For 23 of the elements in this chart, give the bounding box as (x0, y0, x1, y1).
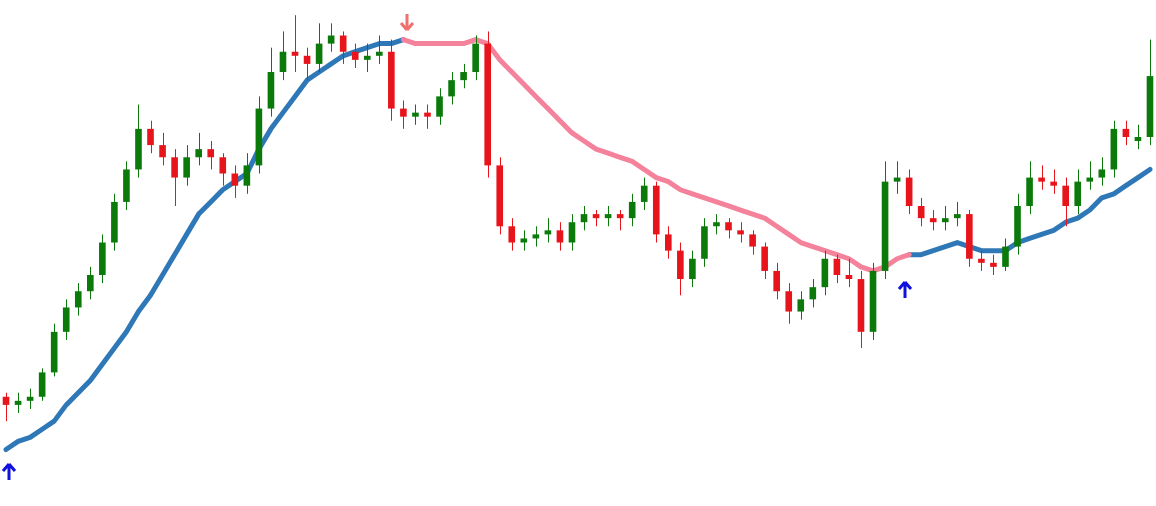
candlestick (797, 290, 805, 321)
candlestick (1002, 237, 1009, 272)
candlestick (1062, 177, 1069, 227)
candlestick (701, 217, 708, 268)
candlestick (171, 148, 178, 207)
candlestick (123, 160, 130, 211)
candlestick (966, 209, 973, 268)
candlestick (689, 250, 696, 288)
candlestick (436, 87, 443, 126)
candlestick (520, 229, 528, 252)
candlestick (773, 262, 780, 300)
candlestick (508, 217, 516, 252)
candlestick (1014, 193, 1021, 256)
candlestick (665, 225, 672, 260)
candlestick (785, 282, 793, 325)
candlestick (183, 144, 190, 187)
candlestick (111, 193, 118, 252)
candlestick (484, 30, 491, 179)
candlestick (496, 156, 504, 235)
candlestick (62, 298, 70, 341)
candlestick (749, 229, 756, 256)
candlestick (219, 152, 227, 187)
candlestick (388, 39, 395, 122)
